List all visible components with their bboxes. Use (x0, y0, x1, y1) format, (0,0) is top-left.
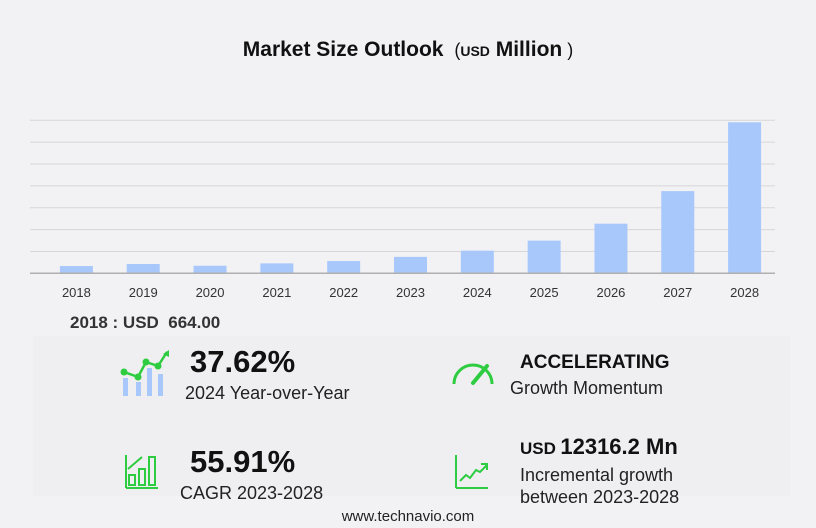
x-tick-label: 2028 (730, 285, 759, 300)
x-tick-label: 2026 (596, 285, 625, 300)
x-tick-label: 2023 (396, 285, 425, 300)
bar-2025 (527, 240, 561, 274)
bar-chart: 2018 2019 2020 2021 2022 2023 2024 2025 2026 2027… (30, 119, 775, 300)
growth-chart-icon (120, 350, 169, 396)
x-tick-label: 2025 (530, 285, 559, 300)
base-year-value: 2018 : USD 664.00 (70, 313, 221, 332)
trend-up-icon (455, 455, 488, 489)
title-text: Market Size Outlook (242, 38, 444, 61)
incremental-label-2: between 2023-2028 (520, 487, 680, 507)
cagr-label: CAGR 2023-2028 (180, 483, 324, 503)
bar-2020 (193, 265, 227, 274)
momentum-label: Growth Momentum (510, 378, 664, 398)
yoy-label: 2024 Year-over-Year (185, 383, 350, 403)
x-tick-label: 2022 (329, 285, 358, 300)
incremental-prefix: USD (520, 439, 556, 458)
bar-2026 (594, 223, 628, 274)
x-tick-label: 2027 (663, 285, 692, 300)
paren-open: ( (449, 40, 461, 60)
chart-title: Market Size Outlook (USD Million ) (0, 38, 816, 62)
bar-2023 (394, 256, 427, 274)
bar-2018 (59, 266, 93, 274)
x-tick-label: 2024 (463, 285, 492, 300)
unit-prefix: USD (460, 43, 490, 59)
x-tick-label: 2018 (62, 285, 91, 300)
bar-2028 (728, 122, 762, 274)
speedometer-icon (452, 363, 494, 385)
x-tick-label: 2021 (262, 285, 291, 300)
paren-close: ) (562, 40, 574, 60)
unit-text: Million (495, 38, 563, 61)
bar-2021 (260, 263, 294, 274)
incremental-label-1: Incremental growth (520, 465, 674, 485)
bar-2024 (460, 250, 494, 274)
incremental-value: USD 12316.2 Mn (520, 434, 678, 460)
incremental-number: 12316.2 Mn (560, 434, 678, 459)
x-tick-label: 2020 (196, 285, 225, 300)
cagr-value: 55.91% (190, 444, 296, 479)
bar-growth-icon (125, 455, 158, 489)
bar-2027 (661, 191, 695, 274)
momentum-value: ACCELERATING (520, 352, 670, 373)
yoy-value: 37.62% (190, 344, 296, 379)
bar-2022 (327, 261, 361, 274)
x-tick-label: 2019 (129, 285, 158, 300)
footer-link[interactable]: www.technavio.com (341, 508, 475, 525)
bar-2019 (126, 264, 160, 274)
